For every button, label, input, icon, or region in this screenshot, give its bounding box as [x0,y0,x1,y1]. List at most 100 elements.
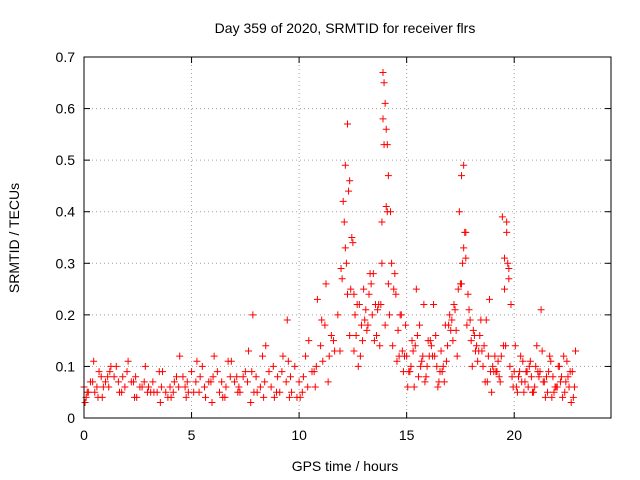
data-point [93,383,101,391]
data-point [448,316,456,324]
data-point [291,362,299,370]
data-point [184,388,192,396]
data-point [210,352,218,360]
data-point [409,347,417,355]
data-point [183,378,191,386]
grid-lines [84,57,611,418]
data-point [131,393,139,401]
data-point [513,388,521,396]
data-point [503,218,511,226]
data-point [464,290,472,298]
data-point [338,275,346,283]
data-point [235,383,243,391]
data-point [385,311,393,319]
y-axis-label: SRMTID / TECUs [6,183,22,293]
data-point [192,378,200,386]
data-point [485,295,493,303]
data-point [380,141,388,149]
data-point [511,342,519,350]
data-point [347,285,355,293]
data-point [91,388,99,396]
data-point [537,306,545,314]
data-point [311,383,319,391]
data-point [539,378,547,386]
data-point [367,280,375,288]
data-point [475,347,483,355]
data-point [517,352,525,360]
data-point [269,362,277,370]
x-tick-label: 15 [399,427,415,443]
data-point [427,342,435,350]
data-point [413,331,421,339]
data-point [357,321,365,329]
data-point [538,347,546,355]
data-point [90,357,98,365]
data-point [319,357,327,365]
data-point [554,362,562,370]
data-point [384,280,392,288]
data-point [418,357,426,365]
data-point [444,342,452,350]
data-point [526,357,534,365]
data-point [546,352,554,360]
data-point [296,393,304,401]
data-point [434,383,442,391]
data-point [209,373,217,381]
data-point [188,368,196,376]
data-point [501,285,509,293]
data-point [305,337,313,345]
data-point [506,362,514,370]
data-point [216,388,224,396]
data-point [239,373,247,381]
data-point [550,388,558,396]
data-point [368,311,376,319]
data-point [345,187,353,195]
data-point [141,362,149,370]
x-tick-label: 20 [506,427,522,443]
data-point [455,208,463,216]
axis-ticks: 0 0.1 0.2 0.3 0.4 0.5 0.6 0.7 0 5 10 15 20 [56,49,611,443]
data-point [462,228,470,236]
data-point [104,373,112,381]
data-point [410,383,418,391]
data-point [302,352,310,360]
data-point [119,373,127,381]
data-point [533,342,541,350]
data-point [432,331,440,339]
data-point [121,383,129,391]
data-point [143,388,151,396]
data-point [273,388,281,396]
data-point [213,368,221,376]
data-point [379,68,387,76]
data-point [440,378,448,386]
data-point [350,290,358,298]
data-point [565,383,573,391]
y-tick-label: 0.1 [56,358,76,374]
data-point [245,347,253,355]
data-point [341,161,349,169]
data-point [390,285,398,293]
data-point [83,388,91,396]
data-point [138,383,146,391]
data-point [552,383,560,391]
data-point [416,321,424,329]
data-point [159,368,167,376]
data-point [95,368,103,376]
data-point [494,357,502,365]
data-point [325,352,333,360]
data-point [179,373,187,381]
data-point [394,326,402,334]
data-point [406,368,414,376]
data-point [402,321,410,329]
data-point [459,259,467,267]
data-point [391,270,399,278]
data-point [140,378,148,386]
data-point [145,383,153,391]
data-point [285,393,293,401]
data-point [132,373,140,381]
data-point [221,393,229,401]
x-tick-label: 0 [80,427,88,443]
data-point [156,399,164,407]
data-point [94,393,102,401]
data-point [458,172,466,180]
